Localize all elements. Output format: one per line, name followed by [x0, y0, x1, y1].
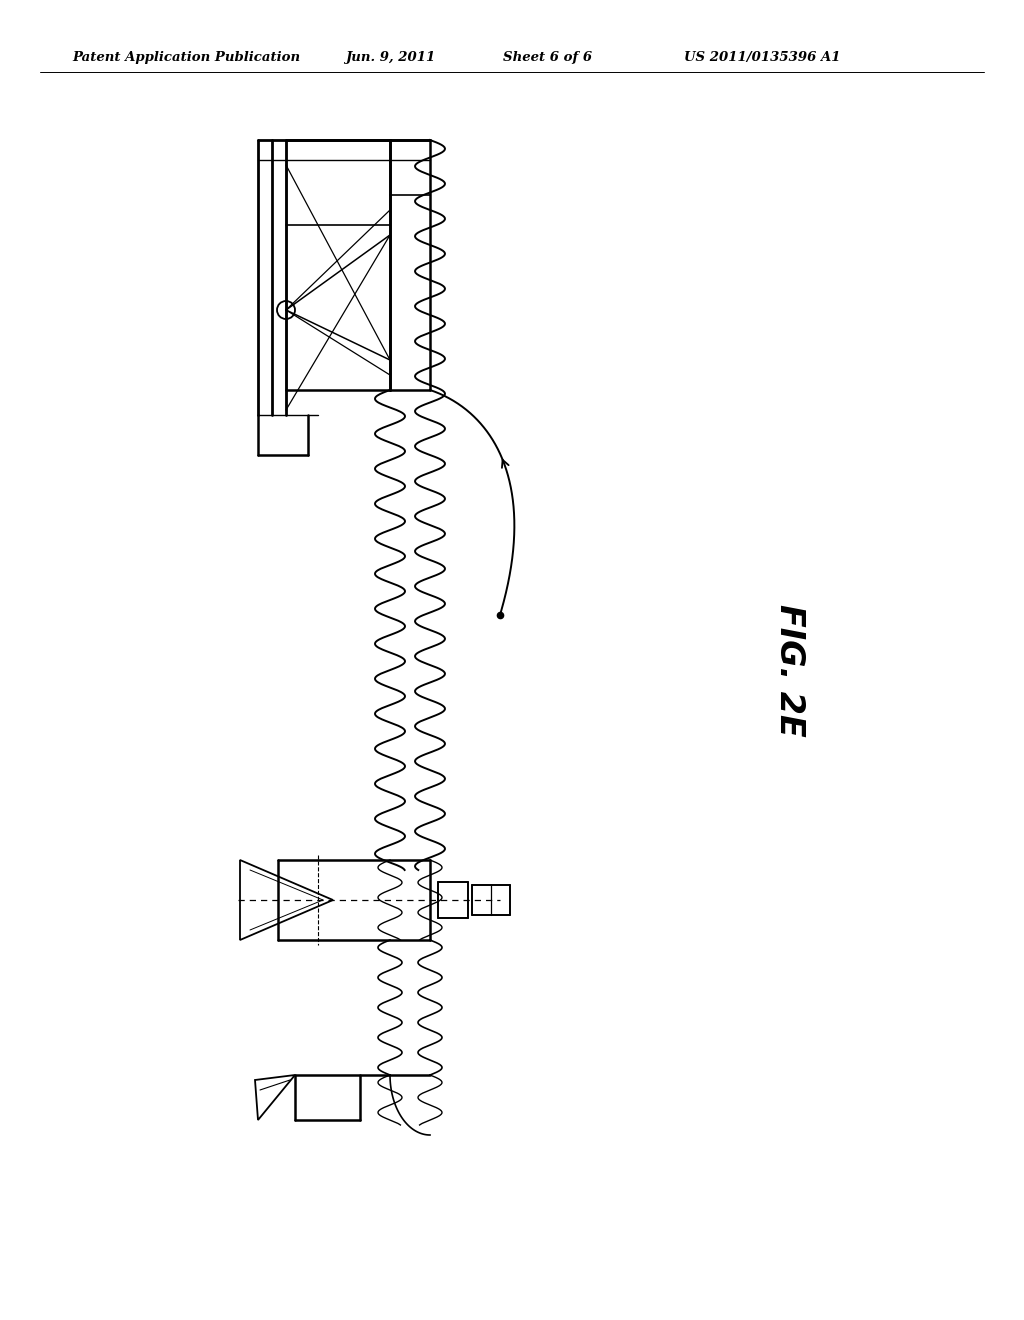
Text: FIG. 2E: FIG. 2E	[773, 603, 807, 737]
Text: Jun. 9, 2011: Jun. 9, 2011	[345, 50, 435, 63]
Text: Sheet 6 of 6: Sheet 6 of 6	[504, 50, 593, 63]
Text: Patent Application Publication: Patent Application Publication	[72, 50, 300, 63]
Text: US 2011/0135396 A1: US 2011/0135396 A1	[684, 50, 841, 63]
